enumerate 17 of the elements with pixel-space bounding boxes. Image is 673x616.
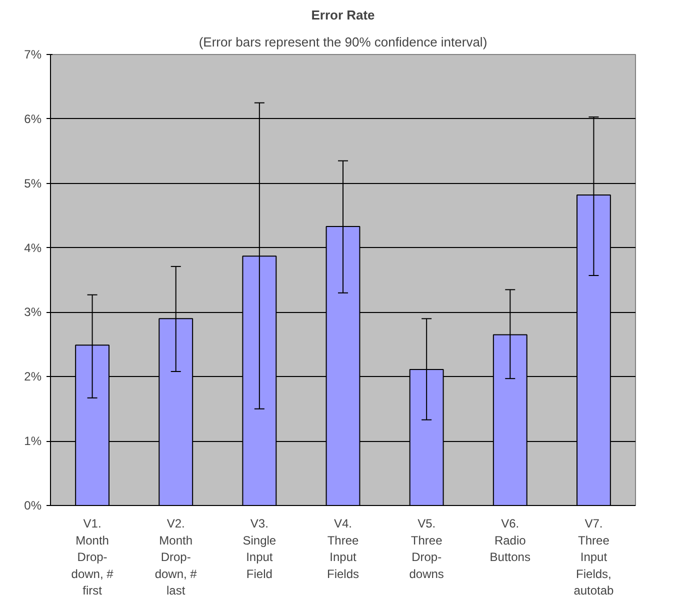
chart-subtitle: (Error bars represent the 90% confidence interval)	[198, 34, 488, 50]
x-tick-label: V6. Radio Buttons	[490, 516, 530, 564]
y-tick-label: 6%	[24, 112, 42, 126]
y-tick-label: 0%	[24, 498, 42, 512]
y-tick-label: 7%	[24, 48, 42, 62]
x-tick-label: V3. Single Input Field	[242, 516, 276, 581]
y-tick-label: 2%	[24, 370, 42, 384]
x-tick-label: V4. Three Input Fields	[326, 516, 360, 581]
x-tick-label: V5. Three Drop-downs	[409, 516, 444, 581]
x-tick-label: V7. Three Input Fields, autotab	[574, 516, 614, 598]
y-tick-label: 1%	[24, 434, 42, 448]
x-tick-label: V1. Month Drop-down, # first	[71, 516, 114, 598]
y-tick-label: 4%	[24, 240, 42, 255]
chart-title: Error Rate	[311, 8, 375, 22]
x-tick-label: V2. Month Drop-down, # last	[154, 516, 198, 598]
y-tick-label: 5%	[24, 176, 42, 190]
y-tick-label: 3%	[24, 305, 42, 320]
